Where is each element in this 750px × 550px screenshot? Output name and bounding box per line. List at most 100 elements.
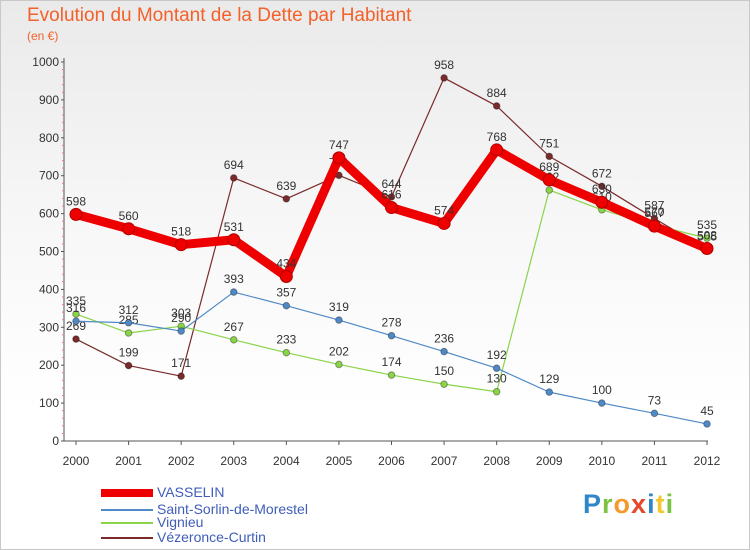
data-label: 884	[487, 86, 507, 100]
data-label: 202	[329, 344, 349, 358]
legend-swatch-vasselin	[101, 489, 153, 497]
data-point	[490, 143, 504, 157]
y-tick-label: 1000	[32, 55, 59, 69]
data-point	[279, 270, 293, 284]
data-point	[72, 335, 80, 343]
y-tick-label: 800	[39, 131, 59, 145]
data-point	[229, 174, 238, 182]
x-tick-label: 2012	[694, 454, 721, 468]
data-label: 73	[648, 393, 662, 407]
legend-swatch-saint-sorlin	[101, 509, 153, 511]
data-point	[387, 331, 396, 340]
x-tick-label: 2011	[642, 454, 668, 468]
data-point	[545, 388, 554, 396]
data-point	[385, 201, 398, 215]
data-point	[440, 347, 448, 356]
data-label: 130	[487, 372, 507, 386]
y-tick-label: 500	[39, 245, 59, 259]
data-label: 316	[66, 301, 86, 315]
data-label: 335	[66, 294, 86, 308]
data-point	[177, 372, 185, 380]
data-label: 312	[119, 303, 139, 317]
data-label: 267	[224, 320, 244, 334]
brand-letter: o	[613, 489, 632, 519]
x-tick-label: 2008	[483, 454, 510, 468]
proxiti-logo: Proxiti	[583, 489, 674, 520]
data-point	[72, 310, 80, 318]
data-point	[229, 336, 238, 344]
data-label: 192	[487, 348, 507, 362]
data-label: 150	[434, 364, 454, 378]
data-label: 303	[171, 306, 191, 320]
data-label: 689	[539, 160, 559, 174]
data-label: 751	[539, 136, 559, 150]
brand-letter: i	[665, 489, 675, 519]
data-point	[595, 195, 609, 209]
x-tick-label: 2001	[115, 454, 142, 468]
data-label: 570	[644, 205, 664, 219]
data-label: 531	[224, 220, 244, 234]
data-label: 747	[329, 138, 349, 152]
data-label: 574	[434, 203, 454, 217]
legend-label-vignieu: Vignieu	[157, 514, 204, 530]
legend-label-saint-sorlin: Saint-Sorlin-de-Morestel	[157, 501, 308, 517]
data-point	[650, 409, 659, 418]
data-point	[122, 222, 136, 236]
data-point	[124, 329, 133, 337]
data-label: 518	[171, 225, 191, 239]
data-point	[492, 387, 501, 396]
data-label: 319	[329, 300, 349, 314]
data-label: 45	[700, 404, 714, 418]
data-point	[700, 241, 714, 255]
data-point	[492, 102, 501, 110]
data-point	[282, 195, 291, 203]
data-label: 958	[434, 58, 454, 72]
data-label: 434	[276, 257, 296, 271]
data-label: 278	[381, 316, 401, 330]
data-point	[545, 152, 554, 161]
y-tick-label: 400	[39, 282, 59, 296]
brand-letter: t	[655, 489, 666, 519]
data-point	[124, 318, 133, 327]
brand-letter: P	[583, 489, 603, 519]
data-point	[598, 399, 606, 407]
data-label: 567	[644, 206, 664, 220]
data-point	[647, 219, 661, 233]
data-label: 630	[592, 182, 612, 196]
x-tick-label: 2010	[588, 454, 615, 468]
data-point	[332, 151, 346, 165]
x-tick-label: 2002	[168, 454, 195, 468]
x-tick-label: 2006	[378, 454, 405, 468]
data-point	[229, 288, 238, 296]
x-tick-label: 2007	[431, 454, 458, 468]
data-label: 199	[119, 346, 139, 360]
data-label: 174	[381, 355, 401, 369]
chart-unit: (en €)	[27, 29, 59, 43]
data-point	[124, 361, 133, 370]
data-label: 644	[381, 177, 401, 191]
data-point	[440, 74, 448, 82]
data-label: 639	[276, 179, 296, 193]
data-point	[174, 238, 188, 252]
data-point	[335, 360, 343, 369]
data-label: 357	[276, 286, 296, 300]
x-tick-label: 2003	[220, 454, 247, 468]
data-point	[227, 233, 241, 247]
data-point	[387, 371, 396, 379]
brand-letter: i	[647, 489, 656, 519]
data-label: 236	[434, 332, 454, 346]
data-label: 508	[697, 228, 717, 242]
y-tick-label: 700	[39, 169, 59, 183]
data-point	[335, 316, 343, 324]
data-point	[282, 348, 291, 357]
brand-letter: x	[631, 489, 648, 519]
y-tick-label: 0	[52, 434, 59, 448]
legend-label-vasselin: VASSELIN	[157, 484, 225, 500]
data-point	[545, 186, 554, 194]
data-label: 587	[644, 199, 664, 213]
data-point	[542, 173, 556, 187]
data-point	[177, 327, 185, 335]
legend-label-vezeronce-curtin: Vézeronce-Curtin	[157, 529, 266, 545]
data-label: 535	[697, 218, 717, 232]
legend-swatch-vignieu	[101, 522, 153, 524]
